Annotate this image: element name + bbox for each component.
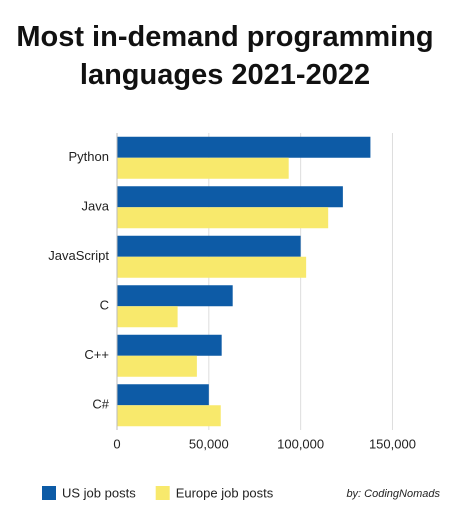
legend-swatch (155, 486, 170, 500)
legend-label: US job posts (62, 485, 136, 500)
chart-title: Most in-demand programming languages 202… (16, 21, 434, 91)
bar (117, 235, 301, 257)
legend-swatch (42, 486, 56, 500)
bar (117, 186, 343, 208)
y-tick-label: JavaScript (48, 248, 109, 263)
credit: by: CodingNomads (346, 488, 440, 500)
x-tick-label: 100,000 (277, 436, 324, 451)
x-tick-label: 0 (113, 436, 120, 451)
bar (117, 405, 221, 427)
bar (117, 136, 371, 158)
bar (117, 306, 178, 328)
x-tick-label: 50,000 (189, 436, 229, 451)
y-tick-label: C++ (84, 347, 109, 362)
bar (117, 285, 233, 307)
legend-label: Europe job posts (176, 485, 274, 500)
y-tick-label: Python (69, 149, 109, 164)
bar (117, 384, 209, 406)
y-tick-label: C (100, 298, 109, 313)
bar (117, 207, 329, 229)
bar (117, 157, 289, 179)
y-tick-label: C# (92, 397, 109, 412)
bar (117, 256, 307, 278)
bar (117, 334, 222, 356)
bar (117, 355, 197, 377)
x-tick-label: 150,000 (369, 436, 416, 451)
y-tick-label: Java (82, 199, 110, 214)
